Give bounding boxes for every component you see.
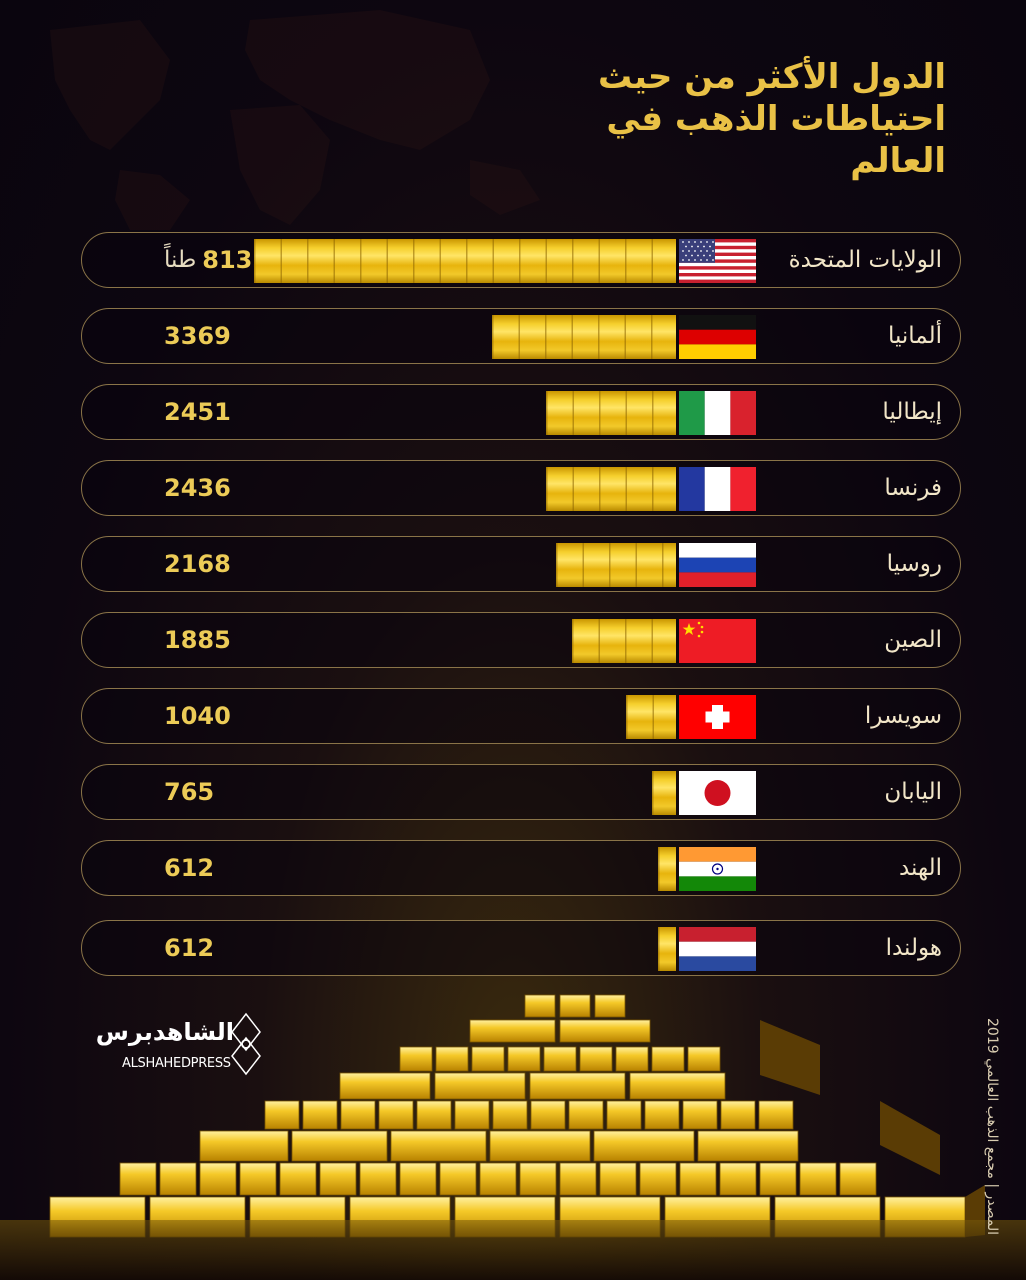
country-label: الصين xyxy=(884,627,942,653)
alshahedpress-logo: الشاهدبرس ALSHAHEDPRESS xyxy=(95,1012,262,1082)
reflective-floor xyxy=(0,1220,1026,1280)
row-value: 612 xyxy=(164,854,215,882)
row-value: 2436 xyxy=(164,474,231,502)
bar-row-usa: 8133 طناً الولايات المتحدة xyxy=(81,232,961,288)
row-value: 612 xyxy=(164,934,215,962)
title-line-3: العالم xyxy=(850,141,946,181)
country-label: روسيا xyxy=(886,551,942,577)
gold-bar xyxy=(572,619,676,663)
country-label: سويسرا xyxy=(864,703,942,729)
bar-row-netherlands: 612 هولندا xyxy=(81,920,961,976)
germany-flag-icon xyxy=(679,315,756,359)
row-value: 2451 xyxy=(164,398,231,426)
country-label: ألمانيا xyxy=(887,323,942,349)
switzerland-flag-icon xyxy=(679,695,756,739)
world-map-background xyxy=(50,10,540,230)
china-flag-icon xyxy=(679,619,756,663)
row-value: 2168 xyxy=(164,550,231,578)
country-label: فرنسا xyxy=(884,475,942,501)
row-value: 765 xyxy=(164,778,215,806)
netherlands-flag-icon xyxy=(679,927,756,971)
japan-flag-icon xyxy=(679,771,756,815)
bar-row-india: 612 الهند xyxy=(81,840,961,896)
gold-bar xyxy=(254,239,676,283)
row-value: 3369 xyxy=(164,322,231,350)
gold-bar xyxy=(658,847,676,891)
title-line-2: احتياطات الذهب في xyxy=(606,99,946,139)
row-value: 1885 xyxy=(164,626,231,654)
row-value: 1040 xyxy=(164,702,231,730)
country-label: اليابان xyxy=(884,779,942,805)
country-label: هولندا xyxy=(885,935,942,961)
country-label: الهند xyxy=(898,855,942,881)
bar-row-france: 2436 فرنسا xyxy=(81,460,961,516)
italy-flag-icon xyxy=(679,391,756,435)
gold-bar xyxy=(546,391,676,435)
logo-english-text: ALSHAHEDPRESS xyxy=(122,1056,231,1071)
gold-bar xyxy=(492,315,676,359)
russia-flag-icon xyxy=(679,543,756,587)
gold-pyramid-illustration xyxy=(49,994,985,1238)
title-line-1: الدول الأكثر من حيث xyxy=(597,57,946,97)
france-flag-icon xyxy=(679,467,756,511)
bar-row-italy: 2451 إيطاليا xyxy=(81,384,961,440)
gold-bar xyxy=(556,543,676,587)
bar-row-russia: 2168 روسيا xyxy=(81,536,961,592)
india-flag-icon xyxy=(679,847,756,891)
bar-row-germany: 3369 ألمانيا xyxy=(81,308,961,364)
logo-arabic-text: الشاهدبرس xyxy=(95,1018,234,1046)
bar-row-china: 1885 الصين xyxy=(81,612,961,668)
gold-bar xyxy=(658,927,676,971)
usa-flag-icon xyxy=(679,239,756,283)
unit-label: طناً xyxy=(164,247,197,273)
gold-bar xyxy=(546,467,676,511)
eye-diamond-icon xyxy=(231,1012,261,1076)
gold-bar xyxy=(652,771,676,815)
source-credit: المصدر | مجمع الذهب العالمي 2019 xyxy=(984,1018,1000,1236)
bar-row-switzerland: 1040 سويسرا xyxy=(81,688,961,744)
gold-bar xyxy=(626,695,676,739)
country-label: الولايات المتحدة xyxy=(788,247,942,273)
bar-row-japan: 765 اليابان xyxy=(81,764,961,820)
chart-title: الدول الأكثر من حيث احتياطات الذهب في ال… xyxy=(526,56,946,182)
country-label: إيطاليا xyxy=(882,399,942,425)
